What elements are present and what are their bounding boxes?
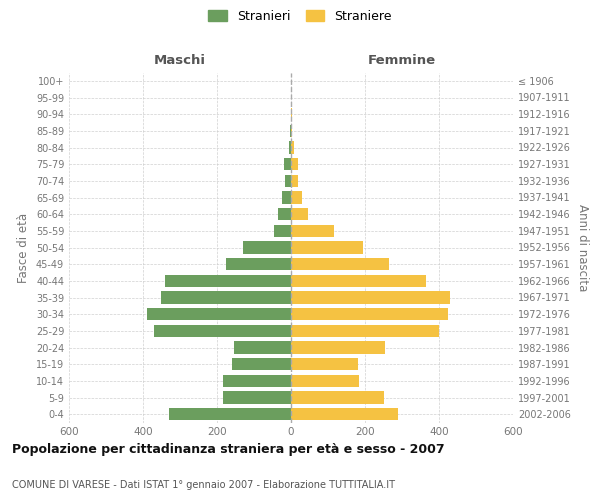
Bar: [146, 308, 291, 320]
Bar: [290, 124, 291, 137]
Bar: [291, 258, 389, 270]
Bar: [291, 291, 450, 304]
Bar: [291, 124, 292, 137]
Bar: [232, 358, 291, 370]
Legend: Stranieri, Straniere: Stranieri, Straniere: [205, 6, 395, 26]
Bar: [291, 374, 359, 387]
Bar: [291, 108, 292, 120]
Bar: [289, 141, 291, 154]
Bar: [223, 391, 291, 404]
Bar: [291, 224, 334, 237]
Bar: [291, 208, 308, 220]
Bar: [154, 324, 291, 337]
Bar: [286, 174, 291, 187]
Bar: [291, 341, 385, 354]
Text: Maschi: Maschi: [154, 54, 206, 66]
Bar: [291, 141, 294, 154]
Bar: [291, 242, 363, 254]
Y-axis label: Anni di nascita: Anni di nascita: [576, 204, 589, 291]
Bar: [243, 242, 291, 254]
Bar: [169, 408, 291, 420]
Y-axis label: Fasce di età: Fasce di età: [17, 212, 30, 282]
Bar: [291, 324, 439, 337]
Text: Popolazione per cittadinanza straniera per età e sesso - 2007: Popolazione per cittadinanza straniera p…: [12, 442, 445, 456]
Text: Femmine: Femmine: [368, 54, 436, 66]
Bar: [291, 408, 398, 420]
Bar: [291, 391, 383, 404]
Bar: [274, 224, 291, 237]
Bar: [165, 274, 291, 287]
Text: COMUNE DI VARESE - Dati ISTAT 1° gennaio 2007 - Elaborazione TUTTITALIA.IT: COMUNE DI VARESE - Dati ISTAT 1° gennaio…: [12, 480, 395, 490]
Bar: [284, 158, 291, 170]
Bar: [291, 174, 298, 187]
Bar: [291, 358, 358, 370]
Bar: [233, 341, 291, 354]
Bar: [278, 208, 291, 220]
Bar: [282, 191, 291, 204]
Bar: [291, 274, 426, 287]
Bar: [161, 291, 291, 304]
Bar: [223, 374, 291, 387]
Bar: [291, 158, 298, 170]
Bar: [226, 258, 291, 270]
Bar: [291, 308, 448, 320]
Bar: [291, 191, 302, 204]
